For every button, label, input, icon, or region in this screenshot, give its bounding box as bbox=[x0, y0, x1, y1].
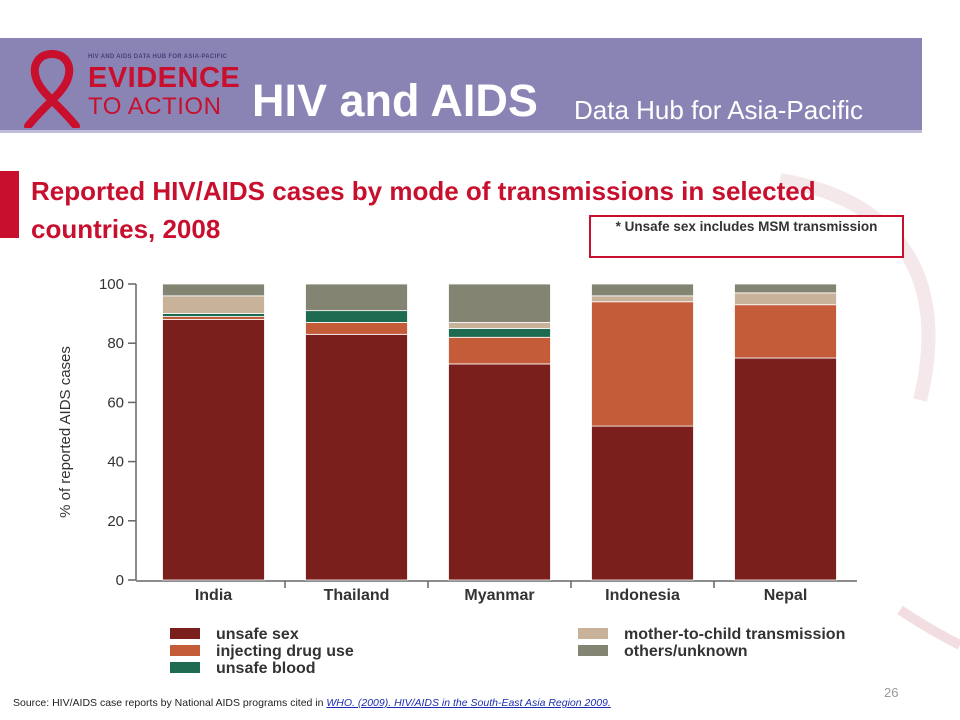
logo-tagline: HIV AND AIDS DATA HUB FOR ASIA-PACIFIC bbox=[88, 54, 228, 60]
bar-segment bbox=[591, 283, 694, 297]
slide-title: Reported HIV/AIDS cases by mode of trans… bbox=[31, 176, 816, 244]
bar-segment bbox=[591, 295, 694, 303]
legend-swatch bbox=[170, 662, 200, 673]
bar-segment bbox=[734, 357, 837, 581]
bar-segment bbox=[305, 333, 408, 581]
logo-text-evidence: EVIDENCE bbox=[88, 62, 241, 94]
x-tick-label: Indonesia bbox=[605, 587, 680, 604]
page-number: 26 bbox=[884, 685, 899, 700]
bar-segment bbox=[734, 292, 837, 306]
legend-label: mother-to-child transmission bbox=[624, 626, 845, 643]
stacked-bar-chart: 0 20 40 60 80 100 % of reported AIDS cases Indi… bbox=[50, 266, 910, 686]
x-tick-label: India bbox=[195, 587, 232, 604]
chart-svg: 0 20 40 60 80 100 % of reported AIDS cases Indi… bbox=[57, 276, 857, 677]
bar-segment bbox=[448, 283, 551, 323]
y-tick-label: 60 bbox=[107, 394, 124, 411]
source-prefix: Source: HIV/AIDS case reports by Nationa… bbox=[13, 697, 327, 709]
evidence-to-action-logo: HIV AND AIDS DATA HUB FOR ASIA-PACIFIC E… bbox=[14, 44, 241, 130]
title-accent-bar bbox=[0, 171, 19, 238]
bar-segment bbox=[448, 322, 551, 329]
y-axis-label: % of reported AIDS cases bbox=[57, 346, 74, 518]
y-tick-label: 100 bbox=[99, 276, 124, 293]
y-tick-label: 0 bbox=[116, 572, 124, 589]
bar-segment bbox=[162, 283, 265, 297]
banner-title: HIV and AIDS bbox=[252, 75, 538, 126]
legend-label: others/unknown bbox=[624, 643, 748, 660]
x-tick-label: Thailand bbox=[324, 587, 390, 604]
legend-swatch bbox=[578, 628, 608, 639]
y-tick-label: 40 bbox=[107, 454, 124, 471]
legend-label: unsafe sex bbox=[216, 626, 299, 643]
bar-segment bbox=[305, 322, 408, 335]
bar-segment bbox=[591, 301, 694, 427]
x-tick-label: Nepal bbox=[764, 587, 808, 604]
bar-segment bbox=[162, 295, 265, 315]
bar-segment bbox=[162, 313, 265, 317]
bar-segment bbox=[305, 283, 408, 312]
source-link[interactable]: WHO. (2009). HIV/AIDS in the South-East … bbox=[326, 697, 611, 709]
decorative-swirl bbox=[778, 173, 960, 650]
legend-swatch bbox=[578, 645, 608, 656]
legend-label: unsafe blood bbox=[216, 660, 316, 677]
x-tick-label: Myanmar bbox=[464, 587, 534, 604]
red-ribbon-icon bbox=[24, 50, 80, 128]
source-citation: Source: HIV/AIDS case reports by Nationa… bbox=[13, 697, 611, 709]
bar-segment bbox=[734, 283, 837, 294]
legend-label: injecting drug use bbox=[216, 643, 354, 660]
bar-segment bbox=[305, 310, 408, 323]
logo-text-to-action: TO ACTION bbox=[88, 93, 222, 120]
bar-segment bbox=[448, 328, 551, 338]
banner-subtitle: Data Hub for Asia-Pacific bbox=[574, 95, 864, 125]
msm-note-box: * Unsafe sex includes MSM transmission bbox=[589, 215, 904, 258]
y-tick-label: 80 bbox=[107, 335, 124, 352]
legend-swatch bbox=[170, 645, 200, 656]
header-banner: HIV AND AIDS DATA HUB FOR ASIA-PACIFIC E… bbox=[0, 38, 922, 133]
bar-segment bbox=[591, 425, 694, 581]
bar-segment bbox=[734, 304, 837, 359]
bar-segment bbox=[162, 316, 265, 320]
bar-segment bbox=[448, 363, 551, 581]
legend-swatch bbox=[170, 628, 200, 639]
y-tick-label: 20 bbox=[107, 513, 124, 530]
bar-segment bbox=[162, 319, 265, 581]
bar-segment bbox=[448, 336, 551, 365]
